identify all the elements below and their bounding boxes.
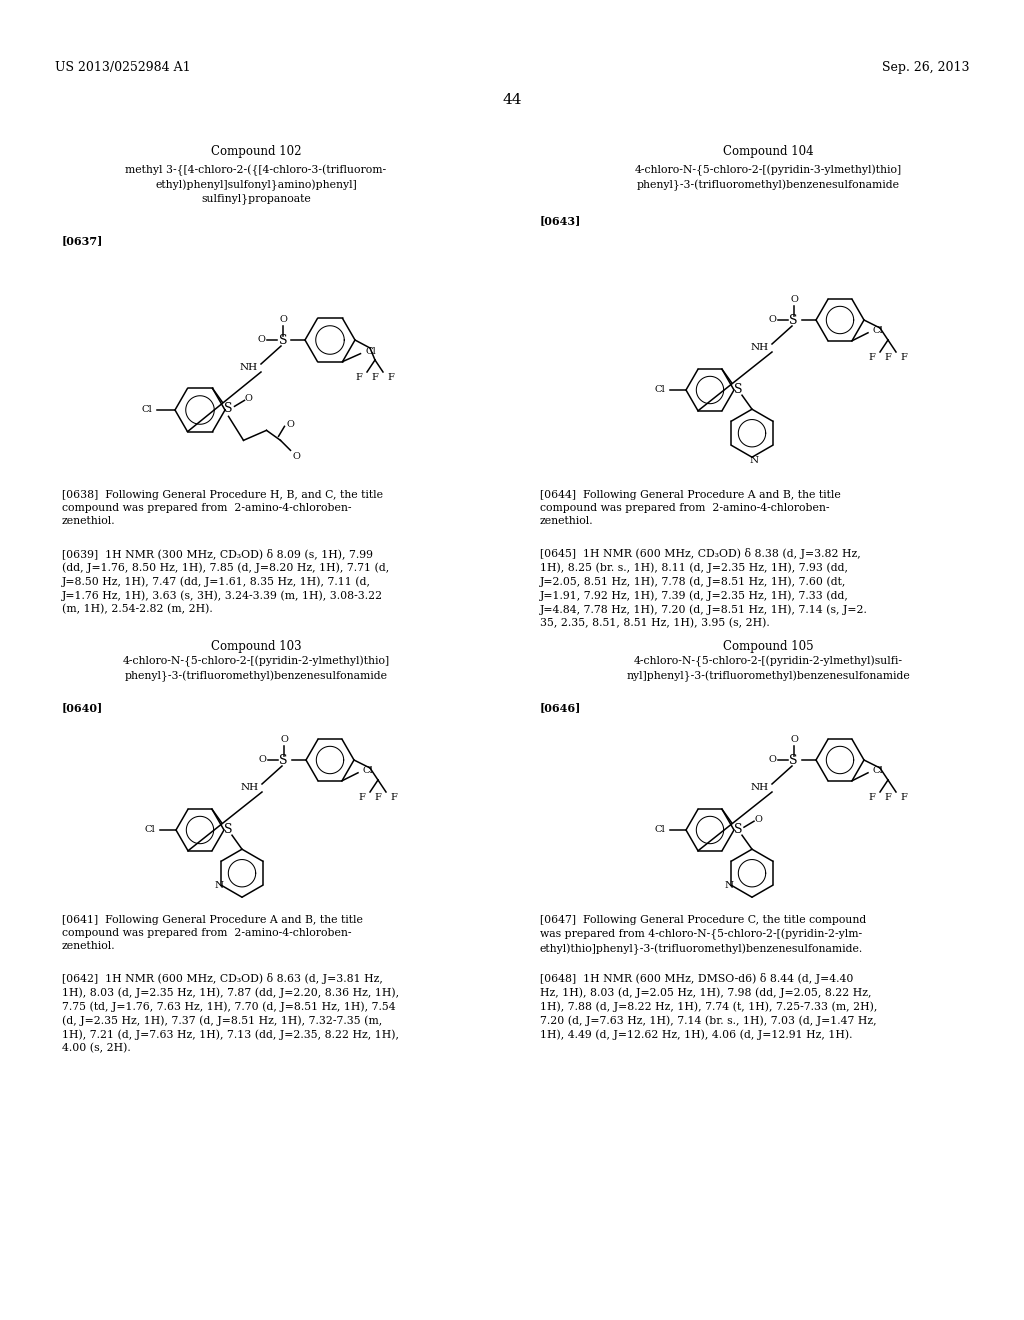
Text: N: N: [725, 882, 733, 890]
Text: Compound 105: Compound 105: [723, 640, 813, 653]
Text: [0637]: [0637]: [62, 235, 103, 246]
Text: 44: 44: [502, 92, 522, 107]
Text: F: F: [387, 374, 394, 383]
Text: F: F: [885, 354, 892, 363]
Text: [0638]  Following General Procedure H, B, and C, the title
compound was prepared: [0638] Following General Procedure H, B,…: [62, 490, 383, 527]
Text: N: N: [750, 455, 759, 465]
Text: O: O: [257, 335, 265, 345]
Text: F: F: [375, 793, 381, 803]
Text: [0640]: [0640]: [62, 702, 103, 713]
Text: NH: NH: [751, 343, 769, 352]
Text: S: S: [790, 314, 798, 326]
Text: Cl: Cl: [872, 326, 884, 335]
Text: Cl: Cl: [144, 825, 156, 834]
Text: O: O: [245, 393, 253, 403]
Text: Cl: Cl: [654, 385, 666, 395]
Text: O: O: [768, 315, 776, 325]
Text: [0644]  Following General Procedure A and B, the title
compound was prepared fro: [0644] Following General Procedure A and…: [540, 490, 841, 527]
Text: O: O: [287, 420, 295, 429]
Text: O: O: [280, 735, 288, 744]
Text: O: O: [768, 755, 776, 764]
Text: S: S: [734, 822, 742, 836]
Text: F: F: [900, 354, 907, 363]
Text: 4-chloro-N-{5-chloro-2-[(pyridin-3-ylmethyl)thio]
phenyl}-3-(trifluoromethyl)ben: 4-chloro-N-{5-chloro-2-[(pyridin-3-ylmet…: [635, 165, 901, 190]
Text: F: F: [868, 354, 876, 363]
Text: F: F: [900, 793, 907, 803]
Text: F: F: [355, 374, 362, 383]
Text: O: O: [791, 735, 798, 744]
Text: Cl: Cl: [872, 767, 884, 775]
Text: F: F: [885, 793, 892, 803]
Text: 4-chloro-N-{5-chloro-2-[(pyridin-2-ylmethyl)sulfi-
nyl]phenyl}-3-(trifluoromethy: 4-chloro-N-{5-chloro-2-[(pyridin-2-ylmet…: [626, 656, 910, 681]
Text: [0643]: [0643]: [540, 215, 582, 226]
Text: S: S: [734, 383, 742, 396]
Text: O: O: [258, 755, 266, 764]
Text: 4-chloro-N-{5-chloro-2-[(pyridin-2-ylmethyl)thio]
phenyl}-3-(trifluoromethyl)ben: 4-chloro-N-{5-chloro-2-[(pyridin-2-ylmet…: [123, 656, 389, 681]
Text: O: O: [791, 296, 798, 305]
Text: F: F: [390, 793, 397, 803]
Text: S: S: [224, 822, 232, 836]
Text: Compound 103: Compound 103: [211, 640, 301, 653]
Text: [0645]  1H NMR (600 MHz, CD₃OD) δ 8.38 (d, J=3.82 Hz,
1H), 8.25 (br. s., 1H), 8.: [0645] 1H NMR (600 MHz, CD₃OD) δ 8.38 (d…: [540, 548, 868, 628]
Text: O: O: [280, 315, 287, 325]
Text: Cl: Cl: [362, 767, 374, 775]
Text: S: S: [790, 754, 798, 767]
Text: Cl: Cl: [654, 825, 666, 834]
Text: Cl: Cl: [141, 405, 153, 414]
Text: O: O: [293, 451, 300, 461]
Text: Compound 104: Compound 104: [723, 145, 813, 158]
Text: O: O: [754, 814, 762, 824]
Text: S: S: [224, 401, 232, 414]
Text: NH: NH: [751, 784, 769, 792]
Text: Cl: Cl: [366, 347, 376, 356]
Text: NH: NH: [241, 784, 259, 792]
Text: [0639]  1H NMR (300 MHz, CD₃OD) δ 8.09 (s, 1H), 7.99
(dd, J=1.76, 8.50 Hz, 1H), : [0639] 1H NMR (300 MHz, CD₃OD) δ 8.09 (s…: [62, 548, 389, 614]
Text: N: N: [214, 882, 223, 890]
Text: F: F: [372, 374, 379, 383]
Text: methyl 3-{[4-chloro-2-({[4-chloro-3-(trifluorom-
ethyl)phenyl]sulfonyl}amino)phe: methyl 3-{[4-chloro-2-({[4-chloro-3-(tri…: [125, 165, 387, 205]
Text: S: S: [279, 334, 287, 346]
Text: S: S: [280, 754, 288, 767]
Text: US 2013/0252984 A1: US 2013/0252984 A1: [55, 62, 190, 74]
Text: F: F: [358, 793, 366, 803]
Text: Compound 102: Compound 102: [211, 145, 301, 158]
Text: Sep. 26, 2013: Sep. 26, 2013: [882, 62, 969, 74]
Text: [0646]: [0646]: [540, 702, 582, 713]
Text: [0647]  Following General Procedure C, the title compound
was prepared from 4-ch: [0647] Following General Procedure C, th…: [540, 915, 866, 954]
Text: [0648]  1H NMR (600 MHz, DMSO-d6) δ 8.44 (d, J=4.40
Hz, 1H), 8.03 (d, J=2.05 Hz,: [0648] 1H NMR (600 MHz, DMSO-d6) δ 8.44 …: [540, 973, 878, 1040]
Text: [0642]  1H NMR (600 MHz, CD₃OD) δ 8.63 (d, J=3.81 Hz,
1H), 8.03 (d, J=2.35 Hz, 1: [0642] 1H NMR (600 MHz, CD₃OD) δ 8.63 (d…: [62, 973, 399, 1053]
Text: [0641]  Following General Procedure A and B, the title
compound was prepared fro: [0641] Following General Procedure A and…: [62, 915, 362, 952]
Text: F: F: [868, 793, 876, 803]
Text: NH: NH: [240, 363, 258, 372]
